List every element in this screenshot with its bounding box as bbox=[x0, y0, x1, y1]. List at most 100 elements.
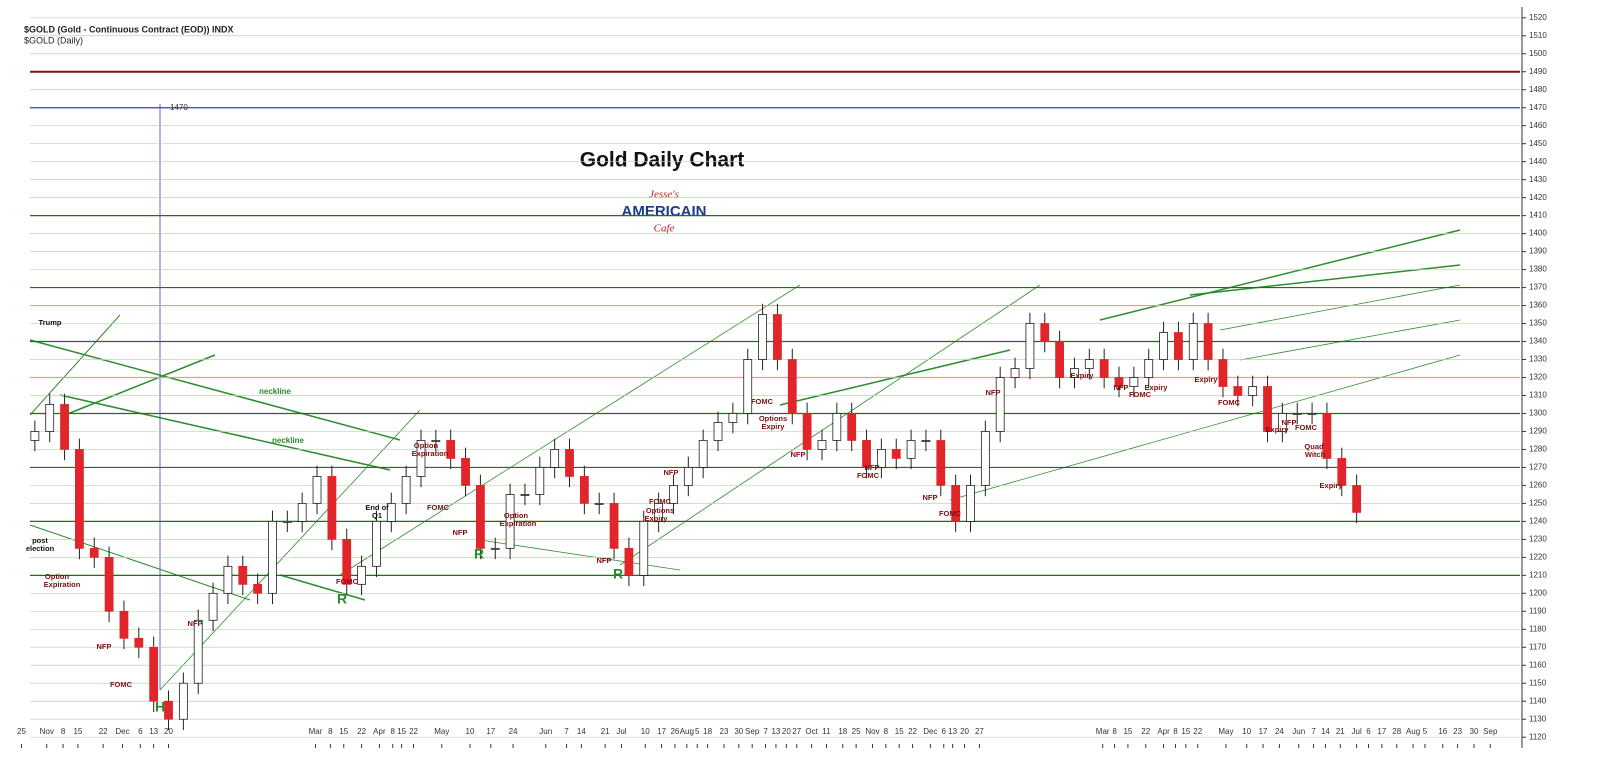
candle-body bbox=[297, 502, 307, 522]
x-tick-label: May bbox=[434, 727, 449, 736]
x-tick-label: 13 bbox=[149, 727, 158, 736]
candle-body bbox=[966, 485, 975, 522]
candle-body bbox=[1322, 413, 1332, 459]
candle-body bbox=[164, 700, 173, 720]
x-tick-label: Jun bbox=[539, 727, 552, 736]
x-tick-label: 7 bbox=[564, 727, 569, 736]
candle-body bbox=[312, 476, 322, 504]
annotation: Expiry bbox=[1071, 371, 1095, 380]
annotation: Expiry bbox=[762, 422, 786, 431]
candle-body bbox=[654, 502, 664, 522]
annotation: neckline bbox=[259, 387, 292, 396]
x-tick-label: 8 bbox=[1112, 727, 1117, 736]
candle-body bbox=[193, 619, 203, 684]
y-tick-label: 1300 bbox=[1529, 409, 1547, 418]
annotation: FOMC bbox=[649, 497, 672, 506]
candle-body bbox=[1203, 323, 1213, 360]
candle-body bbox=[431, 440, 441, 442]
y-tick-label: 1240 bbox=[1529, 516, 1547, 525]
y-tick-label: 1250 bbox=[1529, 499, 1547, 508]
x-tick-label: Sep bbox=[745, 727, 760, 736]
x-tick-label: 20 bbox=[164, 727, 173, 736]
annotation: FOMC bbox=[427, 503, 450, 512]
candle-body bbox=[1352, 485, 1362, 513]
x-tick-label: Mar bbox=[1096, 727, 1110, 736]
candle-body bbox=[951, 485, 961, 522]
y-tick-label: 1400 bbox=[1529, 229, 1547, 238]
annotation: R bbox=[337, 591, 347, 607]
annotation: FOMC bbox=[939, 509, 962, 518]
x-tick-label: Dec bbox=[115, 727, 129, 736]
candle-body bbox=[891, 449, 901, 459]
candle-body bbox=[134, 637, 144, 648]
x-tick-label: 8 bbox=[1173, 727, 1178, 736]
annotation: Expiry bbox=[1320, 481, 1344, 490]
candle-body bbox=[1025, 323, 1035, 369]
candle-body bbox=[75, 449, 84, 549]
annotation: FOMC bbox=[336, 577, 359, 586]
y-tick-label: 1390 bbox=[1529, 247, 1547, 256]
candle-body bbox=[342, 538, 352, 585]
y-tick-label: 1120 bbox=[1529, 732, 1547, 741]
annotation: Expiration bbox=[44, 580, 81, 589]
y-tick-label: 1490 bbox=[1529, 67, 1547, 76]
y-tick-label: 1290 bbox=[1529, 427, 1547, 436]
x-tick-label: 26 bbox=[670, 727, 679, 736]
y-tick-label: 1310 bbox=[1529, 391, 1547, 400]
annotation: neckline bbox=[272, 436, 305, 445]
annotation: election bbox=[26, 544, 55, 553]
candle-body bbox=[520, 494, 530, 496]
x-tick-label: 22 bbox=[99, 727, 108, 736]
y-tick-label: 1360 bbox=[1529, 301, 1547, 310]
candle-body bbox=[119, 610, 129, 639]
x-tick-label: 6 bbox=[138, 727, 143, 736]
x-tick-label: 10 bbox=[1242, 727, 1251, 736]
x-tick-label: 7 bbox=[1311, 727, 1316, 736]
x-tick-label: 10 bbox=[466, 727, 475, 736]
x-tick-label: 6 bbox=[1366, 727, 1371, 736]
candle-body bbox=[669, 485, 678, 504]
y-tick-label: 1320 bbox=[1529, 373, 1547, 382]
x-tick-label: 21 bbox=[1336, 727, 1345, 736]
candle-body bbox=[698, 440, 708, 468]
candle-body bbox=[1114, 377, 1124, 387]
candle-body bbox=[787, 359, 797, 414]
y-tick-label: 1430 bbox=[1529, 175, 1547, 184]
x-tick-label: Apr bbox=[1157, 727, 1170, 736]
x-tick-label: Aug bbox=[1406, 727, 1420, 736]
candle-body bbox=[906, 440, 916, 459]
annotation: FOMC bbox=[751, 397, 774, 406]
y-tick-label: 1370 bbox=[1529, 283, 1547, 292]
x-tick-label: 13 bbox=[771, 727, 780, 736]
y-tick-label: 1160 bbox=[1529, 660, 1547, 669]
candle-body bbox=[594, 502, 604, 505]
y-tick-label: 1130 bbox=[1529, 714, 1547, 723]
annotation: Witch bbox=[1305, 450, 1326, 459]
x-tick-label: Jul bbox=[1352, 727, 1362, 736]
annotation: NFP bbox=[791, 450, 806, 459]
x-tick-label: 18 bbox=[838, 727, 847, 736]
candle-body bbox=[713, 422, 723, 441]
candle-body bbox=[1292, 413, 1302, 415]
y-tick-label: 1510 bbox=[1529, 31, 1547, 40]
candle-body bbox=[1307, 413, 1317, 415]
y-tick-label: 1170 bbox=[1529, 642, 1547, 651]
x-tick-label: Mar bbox=[309, 727, 323, 736]
x-tick-label: 7 bbox=[763, 727, 768, 736]
candle-body bbox=[802, 413, 812, 450]
x-tick-label: 22 bbox=[1141, 727, 1150, 736]
candle-body bbox=[639, 520, 649, 576]
x-tick-label: 22 bbox=[908, 727, 917, 736]
trend-line bbox=[59, 394, 391, 471]
candle-body bbox=[1144, 359, 1154, 378]
candle-body bbox=[876, 449, 886, 468]
y-tick-label: 1330 bbox=[1529, 355, 1547, 364]
candle-body bbox=[550, 449, 560, 468]
trend-line bbox=[159, 409, 421, 691]
y-tick-label: 1190 bbox=[1529, 606, 1547, 615]
x-tick-label: Dec bbox=[923, 727, 937, 736]
y-tick-label: 1480 bbox=[1529, 85, 1547, 94]
x-tick-label: May bbox=[1218, 727, 1233, 736]
